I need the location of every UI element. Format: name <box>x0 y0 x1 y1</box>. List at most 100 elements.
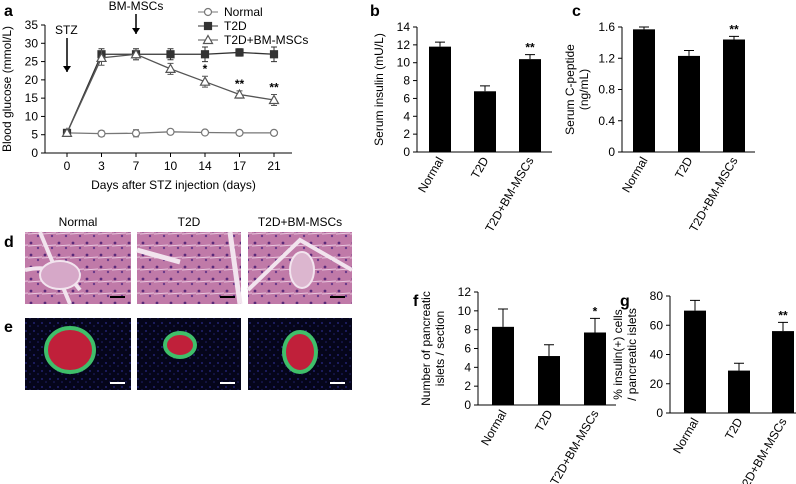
y-tick-label: 2 <box>403 127 410 141</box>
marker <box>166 50 175 59</box>
x-tick-label: Normal <box>670 416 701 456</box>
y-tick-label: 80 <box>650 289 664 303</box>
he-image <box>137 232 241 304</box>
x-tick-label: T2D <box>468 154 492 181</box>
panel-letter: f <box>413 293 419 310</box>
y-tick-label: 2 <box>464 379 471 393</box>
fluorescence-images <box>25 318 352 390</box>
x-tick-label: Normal <box>478 408 509 448</box>
y-axis-label: Blood glucose (mmol/L) <box>0 26 14 152</box>
panel-letter: a <box>4 3 13 20</box>
y-tick-label: 0 <box>403 145 410 159</box>
error-bar <box>590 317 600 333</box>
y-axis-label: Serum C-peptide <box>563 44 577 135</box>
column-label: T2D+BM-MSCs <box>258 215 342 229</box>
column-label: Normal <box>59 215 98 229</box>
significance: ** <box>525 41 535 55</box>
x-tick-label: 17 <box>233 159 247 173</box>
y-tick-label: 6 <box>464 342 471 356</box>
x-tick-label: T2D+BM-MSCs <box>686 155 740 235</box>
error-bar <box>734 362 744 371</box>
marker <box>233 88 246 99</box>
y-tick-label: 0.8 <box>598 83 615 97</box>
y-tick-label: 0 <box>656 406 663 420</box>
error-bar <box>435 41 445 47</box>
y-tick-label: 10 <box>25 109 39 123</box>
significance: * <box>593 304 598 318</box>
significance: ** <box>235 77 245 91</box>
y-tick-label: 60 <box>650 318 664 332</box>
significance: ** <box>269 80 279 94</box>
y-tick-label: 30 <box>25 36 39 50</box>
y-tick-label: 40 <box>650 348 664 362</box>
y-tick-label: 1.6 <box>598 20 615 34</box>
marker <box>269 128 279 137</box>
annotation: STZ <box>55 23 78 37</box>
x-axis-label: Days after STZ injection (days) <box>91 178 256 192</box>
column-label: T2D <box>178 215 201 229</box>
y-tick-label: 14 <box>397 20 411 34</box>
x-tick-label: Normal <box>415 155 446 195</box>
marker <box>164 63 177 73</box>
panel-letter: g <box>620 293 630 310</box>
x-tick-label: Normal <box>619 155 650 195</box>
y-tick-label: 0.4 <box>598 114 615 128</box>
y-tick-label: 0 <box>464 398 471 412</box>
legend-label: Normal <box>224 5 263 19</box>
bar <box>772 331 794 413</box>
y-tick-label: 6 <box>403 91 410 105</box>
marker <box>235 128 244 137</box>
annotation: BM-MSCs <box>109 0 164 13</box>
panel-letter: c <box>572 3 581 20</box>
x-tick-label: T2D <box>722 415 746 442</box>
y-axis-label: / pancreatic islets <box>625 308 639 401</box>
bar <box>678 55 700 152</box>
annotation-arrowhead <box>132 28 140 34</box>
he-images <box>24 231 353 305</box>
marker <box>269 50 279 59</box>
y-tick-label: 4 <box>403 109 410 123</box>
error-bar <box>525 54 535 60</box>
y-tick-label: 12 <box>397 38 411 52</box>
error-bar <box>684 49 694 56</box>
x-tick-label: 14 <box>198 159 212 173</box>
panel-letter: d <box>4 234 14 251</box>
marker <box>200 50 210 59</box>
bar <box>474 91 496 152</box>
significance: * <box>203 62 208 76</box>
annotation-arrowhead <box>63 66 71 72</box>
y-axis-label: Number of pancreatic <box>419 291 433 406</box>
x-tick-label: 21 <box>267 159 281 173</box>
y-tick-label: 8 <box>464 323 471 337</box>
y-tick-label: 4 <box>464 360 471 374</box>
legend-label: T2D+BM-MSCs <box>224 33 308 47</box>
panel-letter: b <box>370 3 380 20</box>
x-tick-label: T2D <box>532 407 556 434</box>
legend-label: T2D <box>224 19 247 33</box>
bar <box>492 326 514 405</box>
y-tick-label: 0 <box>608 145 615 159</box>
y-tick-label: 25 <box>25 55 39 69</box>
y-axis-label: (ng/mL) <box>577 69 591 110</box>
y-tick-label: 20 <box>25 73 39 87</box>
marker <box>199 75 211 86</box>
x-tick-label: T2D+BM-MSCs <box>482 155 536 235</box>
x-tick-label: 7 <box>133 159 140 173</box>
bar <box>728 370 750 413</box>
x-tick-label: 10 <box>164 159 178 173</box>
bar <box>429 46 451 153</box>
bar <box>519 59 541 153</box>
marker <box>131 129 141 138</box>
error-bar <box>778 321 788 332</box>
y-axis-label: islets / section <box>433 311 447 386</box>
marker <box>268 94 280 105</box>
y-tick-label: 10 <box>397 56 411 70</box>
error-bar <box>690 299 700 311</box>
significance: ** <box>778 308 788 322</box>
error-bar <box>480 85 490 92</box>
legend-marker <box>203 21 213 31</box>
significance: ** <box>729 22 739 36</box>
marker <box>130 48 142 59</box>
legend-marker <box>203 7 213 17</box>
